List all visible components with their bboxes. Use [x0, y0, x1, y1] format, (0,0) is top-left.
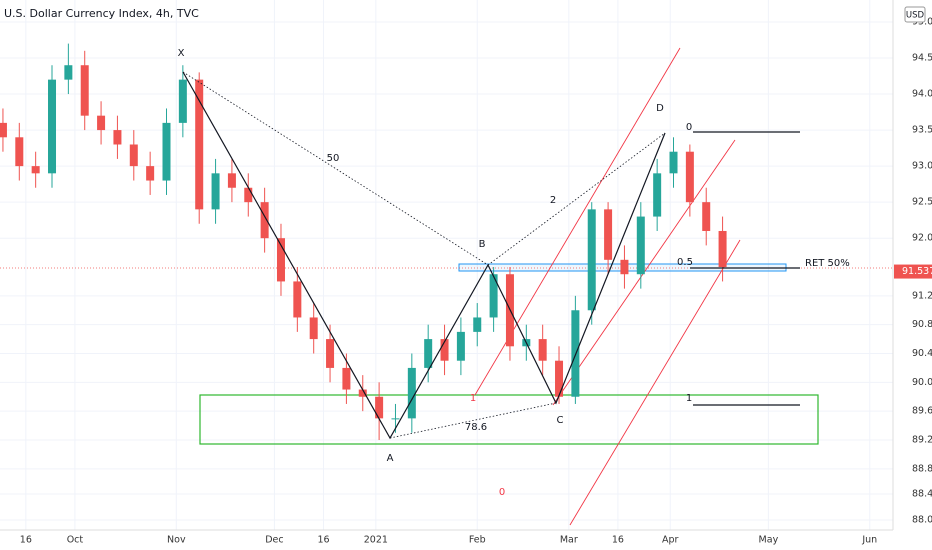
candle-body [669, 151, 678, 174]
xb-line [182, 71, 489, 266]
candle-body [555, 360, 564, 397]
candle-body [64, 65, 73, 80]
candle-body [702, 202, 711, 231]
x-tick-label: 16 [317, 535, 329, 546]
x-tick-label: Jun [861, 535, 877, 546]
x-tick-label: Mar [560, 535, 578, 546]
x-tick-label: 2021 [364, 535, 388, 546]
point-label: D [656, 103, 664, 114]
candle-body [636, 216, 645, 275]
x-tick-label: Dec [265, 535, 283, 546]
candle-body [146, 166, 155, 181]
candle-body [456, 331, 465, 361]
candle-body [15, 137, 24, 167]
y-tick-label: 88.090 [912, 514, 932, 525]
x-tick-label: May [759, 535, 779, 546]
candle-body [244, 187, 253, 203]
currency-box [904, 6, 926, 23]
ratio-label: 2 [550, 195, 556, 206]
y-tick-label: 94.000 [912, 89, 932, 100]
chart-title: U.S. Dollar Currency Index, 4h, TVC [4, 7, 199, 20]
level-label: 0 [686, 122, 692, 133]
support-zone [199, 394, 819, 445]
candle-body [718, 230, 727, 268]
candle-body [685, 151, 694, 203]
candle-body [342, 367, 351, 390]
candle-body [227, 173, 236, 188]
channel-lower [569, 239, 741, 526]
ret-label: RET 50% [805, 258, 850, 269]
candle-body [129, 144, 138, 167]
grid [0, 0, 893, 530]
x-tick-label: Feb [469, 535, 486, 546]
point-label: B [479, 239, 486, 250]
candle-body [211, 173, 220, 210]
candle-body [538, 339, 547, 361]
last-price-label: 91.537 [902, 266, 932, 277]
candle-body [293, 281, 302, 318]
y-tick-label: 91.200 [912, 290, 932, 301]
y-tick-label: 90.400 [912, 348, 932, 359]
candle-body [80, 65, 89, 116]
currency-label: USD [906, 11, 925, 21]
candle-body [0, 122, 7, 138]
x-tick-label: Oct [67, 535, 84, 546]
x-tick-label: 16 [612, 535, 624, 546]
candle-body [162, 122, 171, 181]
y-tick-label: 89.200 [912, 434, 932, 445]
candle-body [260, 202, 269, 239]
y-tick-label: 88.800 [912, 463, 932, 474]
y-tick-label: 88.450 [912, 489, 932, 500]
point-label: C [557, 415, 564, 426]
candle-body [195, 79, 204, 210]
candle-body [31, 166, 40, 174]
x-tick-label: 16 [20, 535, 32, 546]
y-tick-label: 89.600 [912, 406, 932, 417]
candle-body [178, 79, 187, 123]
axes: 95.00094.50094.00093.50093.00092.50092.0… [20, 16, 932, 546]
y-tick-label: 94.500 [912, 53, 932, 64]
candle-body [97, 115, 106, 131]
candle-body [48, 79, 57, 174]
candle-body [391, 418, 400, 420]
xabcd-pattern [182, 71, 800, 440]
candle-body [440, 339, 449, 361]
candle-body [473, 317, 482, 332]
y-tick-label: 90.000 [912, 377, 932, 388]
candle-body [326, 339, 335, 368]
ratio-label: 0.5 [677, 257, 693, 268]
y-tick-label: 93.000 [912, 161, 932, 172]
level-label: 1 [686, 393, 692, 404]
channel-label: 0 [499, 487, 505, 498]
candle-body [375, 396, 384, 419]
time-axis [0, 530, 893, 550]
point-label: A [387, 453, 394, 464]
last-price-box [894, 264, 932, 279]
y-tick-label: 90.800 [912, 319, 932, 330]
y-tick-label: 92.000 [912, 233, 932, 244]
x-tick-label: Apr [662, 535, 679, 546]
y-tick-label: 92.500 [912, 197, 932, 208]
pattern-ratios [182, 71, 666, 439]
ratio-label: 78.6 [465, 422, 487, 433]
ac-line [389, 402, 557, 439]
candle-body [620, 259, 629, 275]
candle-body [309, 317, 318, 340]
candle-body [604, 209, 613, 260]
channel-label: 1 [470, 393, 476, 404]
candle-body [276, 238, 285, 282]
ratio-label: 50 [327, 153, 340, 164]
candle-body [653, 173, 662, 217]
candle-body [587, 209, 596, 311]
candle-body [424, 339, 433, 368]
candle-body [489, 274, 498, 318]
x-tick-label: Nov [167, 535, 186, 546]
candle-body [407, 367, 416, 419]
y-tick-label: 93.500 [912, 125, 932, 136]
point-label: X [178, 48, 185, 59]
candle-body [113, 130, 122, 145]
candle-body [358, 389, 367, 397]
